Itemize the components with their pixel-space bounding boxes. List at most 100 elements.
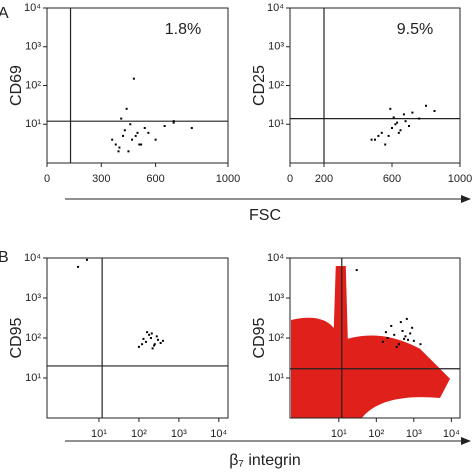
point xyxy=(407,338,410,341)
point xyxy=(156,338,159,341)
point xyxy=(404,120,407,123)
point xyxy=(146,331,149,334)
annotation: 1.8% xyxy=(165,21,201,38)
point xyxy=(374,138,376,141)
point xyxy=(127,150,130,153)
y-tick-label: 10¹ xyxy=(25,118,41,130)
y-tick-label: 10³ xyxy=(25,41,41,53)
point xyxy=(381,340,384,343)
point xyxy=(134,134,137,137)
y-tick-label: 10⁴ xyxy=(24,2,41,14)
point xyxy=(151,347,154,350)
point xyxy=(389,107,392,110)
y-tick-label: 10² xyxy=(25,79,41,91)
x-tick-label: 300 xyxy=(92,173,110,185)
point xyxy=(172,121,175,124)
y-axis-label: CD69 xyxy=(8,65,25,106)
point xyxy=(402,113,405,116)
point xyxy=(172,120,175,123)
y-axis-label: CD95 xyxy=(8,317,25,358)
y-axis-label: CD95 xyxy=(251,317,268,358)
y-tick-label: 10³ xyxy=(25,292,41,304)
point xyxy=(155,335,158,338)
point xyxy=(136,131,139,134)
point xyxy=(386,337,389,339)
point xyxy=(355,269,358,272)
annotation: 9.5% xyxy=(397,21,433,38)
x-tick-label: 10⁴ xyxy=(210,428,227,440)
y-tick-label: 10² xyxy=(268,332,284,344)
y-tick-label: 10⁴ xyxy=(267,252,284,264)
point xyxy=(411,326,414,329)
point xyxy=(404,335,407,338)
point xyxy=(77,265,80,268)
point xyxy=(412,339,415,342)
point xyxy=(394,123,397,126)
point xyxy=(392,116,395,119)
shared-x-label: FSC xyxy=(249,207,281,224)
point xyxy=(85,258,88,261)
point xyxy=(425,104,427,107)
point xyxy=(401,329,404,332)
point xyxy=(393,333,396,336)
x-tick-label: 600 xyxy=(146,173,164,185)
y-axis-label: CD25 xyxy=(251,65,268,106)
point xyxy=(408,125,410,128)
point xyxy=(405,317,408,320)
x-tick-label: 200 xyxy=(315,173,333,185)
point xyxy=(114,143,117,146)
point xyxy=(148,333,151,336)
x-tick-label: 10² xyxy=(368,428,384,440)
point xyxy=(138,143,141,146)
point xyxy=(163,125,166,128)
point xyxy=(129,123,132,126)
shared-x-label: β₇ integrin xyxy=(229,452,301,469)
point xyxy=(384,143,387,146)
point xyxy=(131,138,134,141)
y-tick-label: 10² xyxy=(25,332,41,344)
point xyxy=(149,337,152,339)
point xyxy=(153,344,156,347)
point xyxy=(399,129,402,132)
point xyxy=(147,131,150,134)
point xyxy=(433,109,436,112)
x-tick-label: 10¹ xyxy=(331,428,347,440)
panel-label: B xyxy=(0,249,9,266)
point xyxy=(409,332,412,335)
point xyxy=(370,138,373,141)
point xyxy=(395,345,398,348)
point xyxy=(403,337,406,340)
point xyxy=(140,143,143,146)
y-tick-label: 10¹ xyxy=(268,118,284,130)
x-tick-label: 10¹ xyxy=(91,428,107,440)
point xyxy=(137,345,140,348)
point xyxy=(150,332,153,335)
point xyxy=(397,343,400,346)
density-cloud xyxy=(291,266,450,418)
x-tick-label: 600 xyxy=(383,173,401,185)
panel-label: A xyxy=(0,5,9,22)
point xyxy=(399,321,402,324)
x-tick-label: 0 xyxy=(44,173,50,185)
point xyxy=(384,331,387,334)
point xyxy=(161,339,164,342)
point xyxy=(391,127,393,130)
point xyxy=(396,121,399,124)
x-tick-label: 10³ xyxy=(406,428,422,440)
x-tick-label: 10⁴ xyxy=(443,428,460,440)
point xyxy=(411,111,414,114)
y-tick-label: 10³ xyxy=(268,41,284,53)
x-tick-label: 0 xyxy=(287,173,293,185)
x-tick-label: 10³ xyxy=(171,428,187,440)
point xyxy=(143,127,146,130)
point xyxy=(159,341,162,344)
point xyxy=(144,340,147,343)
point xyxy=(390,324,393,327)
point xyxy=(419,343,422,346)
point xyxy=(132,77,135,80)
point xyxy=(397,131,400,134)
y-tick-label: 10⁴ xyxy=(267,2,284,14)
point xyxy=(141,343,144,346)
point xyxy=(120,117,123,120)
